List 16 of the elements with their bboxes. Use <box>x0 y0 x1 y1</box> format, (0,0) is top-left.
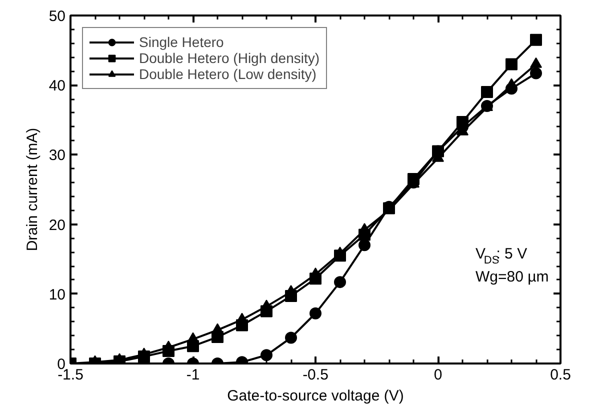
y-tick-label: 0 <box>57 356 66 373</box>
legend-label: Single Hetero <box>139 34 224 50</box>
y-tick-label: 30 <box>48 147 66 164</box>
y-tick-label: 40 <box>48 78 66 95</box>
legend-label: Double Hetero (High density) <box>139 50 320 66</box>
y-axis-title: Drain current (mA) <box>24 128 41 252</box>
x-tick-label: -1 <box>186 366 200 384</box>
annotation: Wg=80 µm <box>476 268 549 286</box>
y-tick-label: 20 <box>48 216 66 234</box>
x-axis-title: Gate-to-source voltage (V) <box>227 388 404 404</box>
x-tick-label: 0.5 <box>550 366 571 384</box>
y-tick-label: 50 <box>48 8 66 25</box>
y-tick-label: 10 <box>48 286 66 304</box>
x-tick-label: -0.5 <box>302 366 328 384</box>
legend-label: Double Hetero (Low density) <box>139 66 316 82</box>
x-tick-label: 0 <box>434 366 442 384</box>
